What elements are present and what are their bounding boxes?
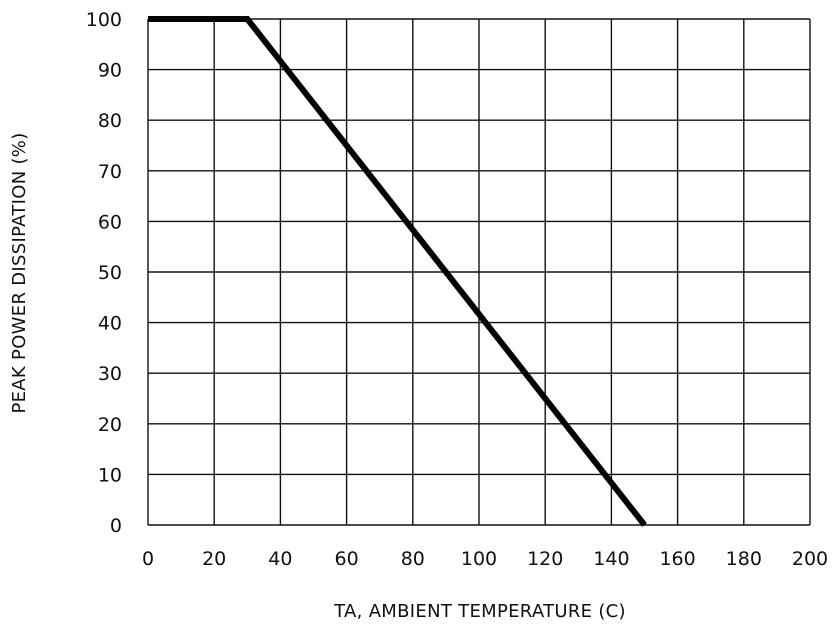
y-tick-label: 70 — [98, 161, 122, 183]
x-axis-title: TA, AMBIENT TEMPERATURE (C) — [333, 601, 626, 622]
x-tick-label: 100 — [461, 548, 497, 570]
x-tick-label: 140 — [593, 548, 629, 570]
y-axis-tick-labels: 0 10 20 30 40 50 60 70 80 90 100 — [86, 9, 122, 537]
y-tick-label: 40 — [98, 313, 122, 335]
derating-curve-line — [148, 16, 647, 527]
x-tick-label: 180 — [726, 548, 762, 570]
y-tick-label: 80 — [98, 110, 122, 132]
x-tick-label: 40 — [268, 548, 292, 570]
x-tick-label: 120 — [527, 548, 563, 570]
y-tick-label: 10 — [98, 464, 122, 486]
y-tick-label: 30 — [98, 363, 122, 385]
y-tick-label: 100 — [86, 9, 122, 31]
x-tick-label: 20 — [202, 548, 226, 570]
y-tick-label: 50 — [98, 262, 122, 284]
x-tick-label: 160 — [659, 548, 695, 570]
x-axis-tick-labels: 0 20 40 60 80 100 120 140 160 180 200 — [142, 548, 828, 570]
y-tick-label: 20 — [98, 414, 122, 436]
x-tick-label: 0 — [142, 548, 154, 570]
y-axis-title: PEAK POWER DISSIPATION (%) — [9, 132, 30, 413]
y-tick-label: 90 — [98, 60, 122, 82]
series-group — [148, 16, 647, 527]
y-tick-label: 60 — [98, 211, 122, 233]
x-tick-label: 60 — [335, 548, 359, 570]
y-tick-label: 0 — [110, 515, 122, 537]
x-tick-label: 80 — [401, 548, 425, 570]
grid-lines — [147, 18, 811, 526]
x-tick-label: 200 — [792, 548, 828, 570]
